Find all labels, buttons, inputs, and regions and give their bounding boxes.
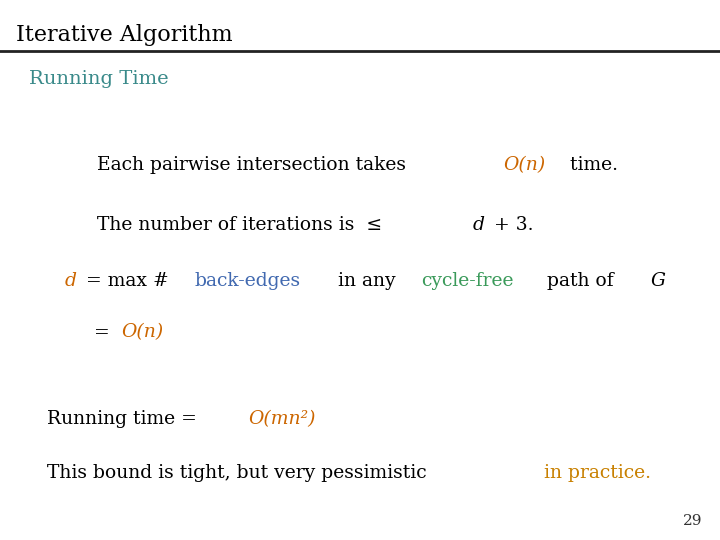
Text: in any: in any bbox=[332, 272, 401, 290]
Text: The number of iterations is  ≤: The number of iterations is ≤ bbox=[97, 215, 388, 233]
Text: Running Time: Running Time bbox=[29, 70, 168, 88]
Text: d: d bbox=[65, 272, 77, 290]
Text: O(mn²): O(mn²) bbox=[248, 410, 315, 428]
Text: + 3.: + 3. bbox=[488, 215, 534, 233]
Text: cycle-free: cycle-free bbox=[422, 272, 514, 290]
Text: O(n): O(n) bbox=[122, 323, 164, 341]
Text: d: d bbox=[473, 215, 485, 233]
Text: path of: path of bbox=[541, 272, 626, 290]
Text: back-edges: back-edges bbox=[195, 272, 301, 290]
Text: =: = bbox=[94, 323, 115, 341]
Text: Running time =: Running time = bbox=[47, 410, 202, 428]
Text: in practice.: in practice. bbox=[544, 464, 652, 482]
Text: 29: 29 bbox=[683, 514, 702, 528]
Text: Each pairwise intersection takes: Each pairwise intersection takes bbox=[97, 156, 412, 174]
Text: G: G bbox=[650, 272, 665, 290]
Text: This bound is tight, but very pessimistic: This bound is tight, but very pessimisti… bbox=[47, 464, 433, 482]
Text: time.: time. bbox=[558, 156, 618, 174]
Text: Iterative Algorithm: Iterative Algorithm bbox=[16, 24, 233, 46]
Text: = max #: = max # bbox=[81, 272, 169, 290]
Text: O(n): O(n) bbox=[504, 156, 546, 174]
